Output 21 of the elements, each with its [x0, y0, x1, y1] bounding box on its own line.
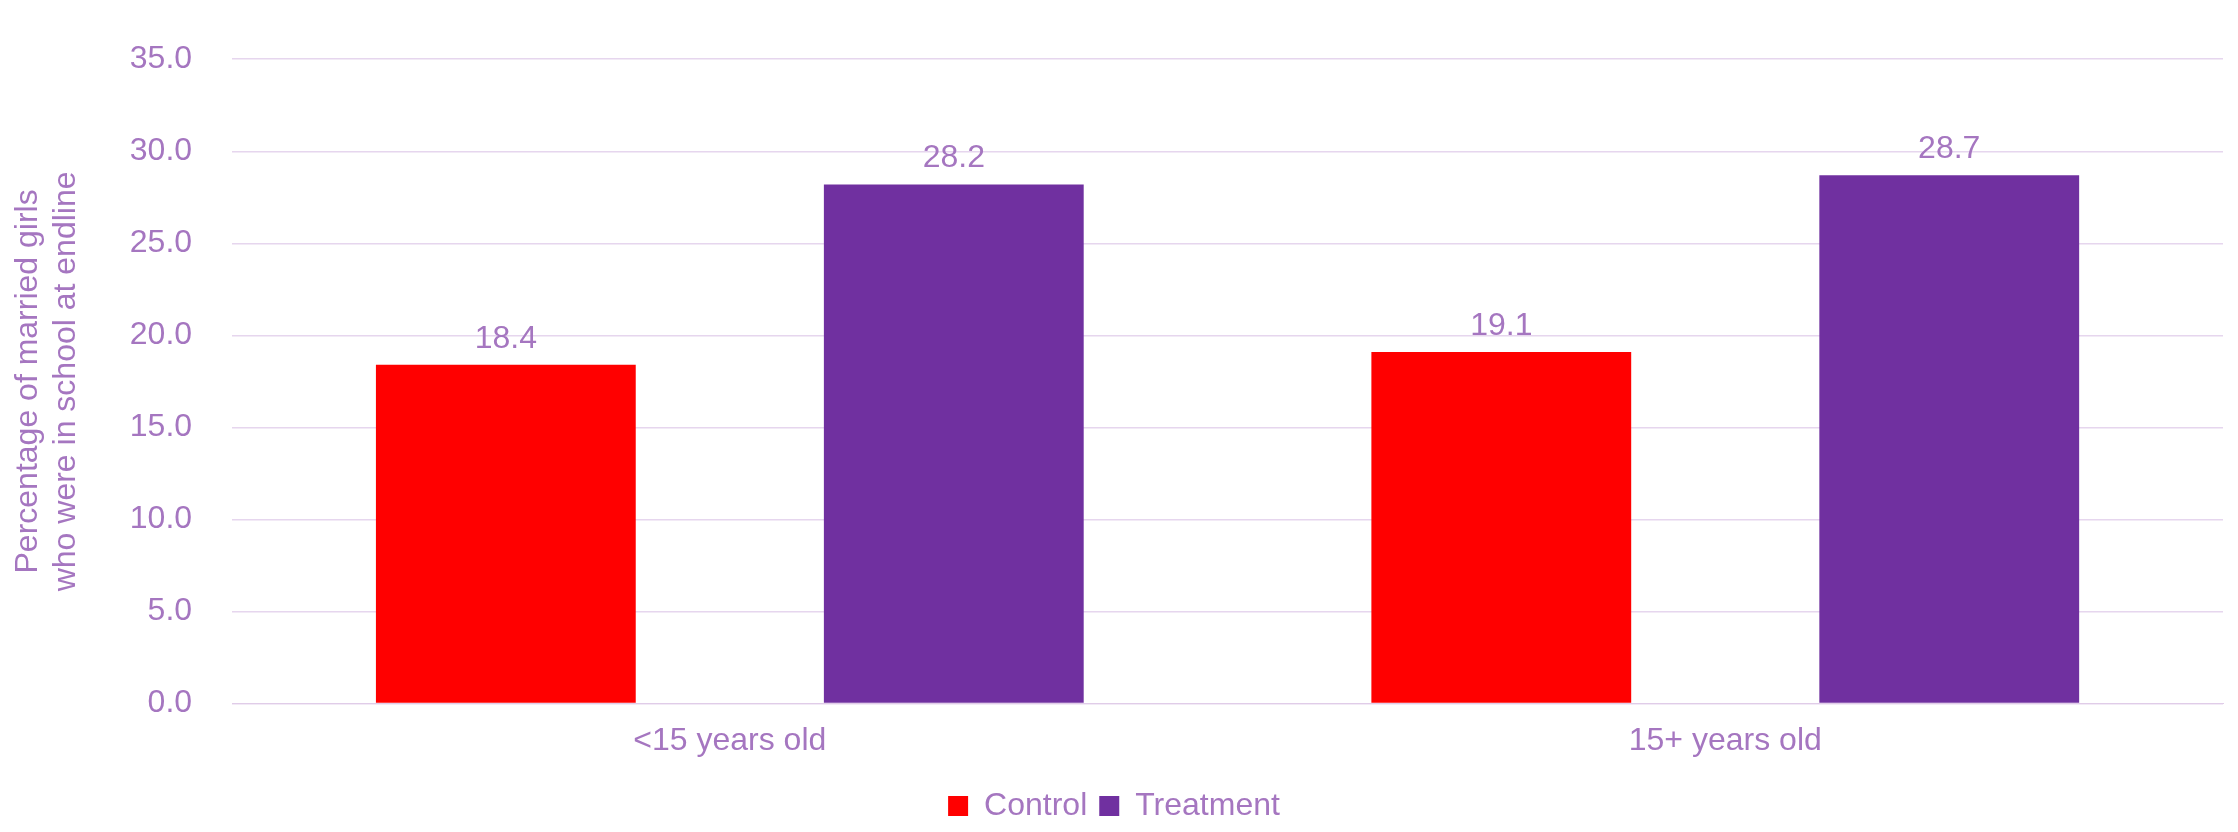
bar — [1819, 175, 2080, 703]
y-tick-label: 25.0 — [129, 223, 193, 260]
bar — [1371, 351, 1632, 703]
bar — [823, 184, 1084, 703]
data-label: 18.4 — [474, 318, 537, 355]
x-tick-label: 15+ years old — [1628, 720, 1822, 757]
y-tick-label: 35.0 — [129, 39, 193, 76]
y-tick-label: 30.0 — [129, 131, 193, 168]
legend-label: Treatment — [1135, 785, 1281, 822]
data-label: 28.7 — [1918, 129, 1981, 166]
y-axis-title: Percentage of married girls who were in school at endline — [8, 171, 83, 593]
data-label: 28.2 — [922, 138, 985, 175]
y-tick-label: 20.0 — [129, 315, 193, 352]
legend-label: Control — [984, 785, 1088, 822]
y-tick-label: 10.0 — [129, 499, 193, 536]
x-tick-label: <15 years old — [633, 720, 827, 757]
data-label: 19.1 — [1470, 305, 1533, 342]
bar — [375, 364, 636, 703]
y-tick-label: 5.0 — [147, 591, 193, 628]
y-tick-label: 0.0 — [147, 683, 193, 720]
y-tick-label: 15.0 — [129, 407, 193, 444]
